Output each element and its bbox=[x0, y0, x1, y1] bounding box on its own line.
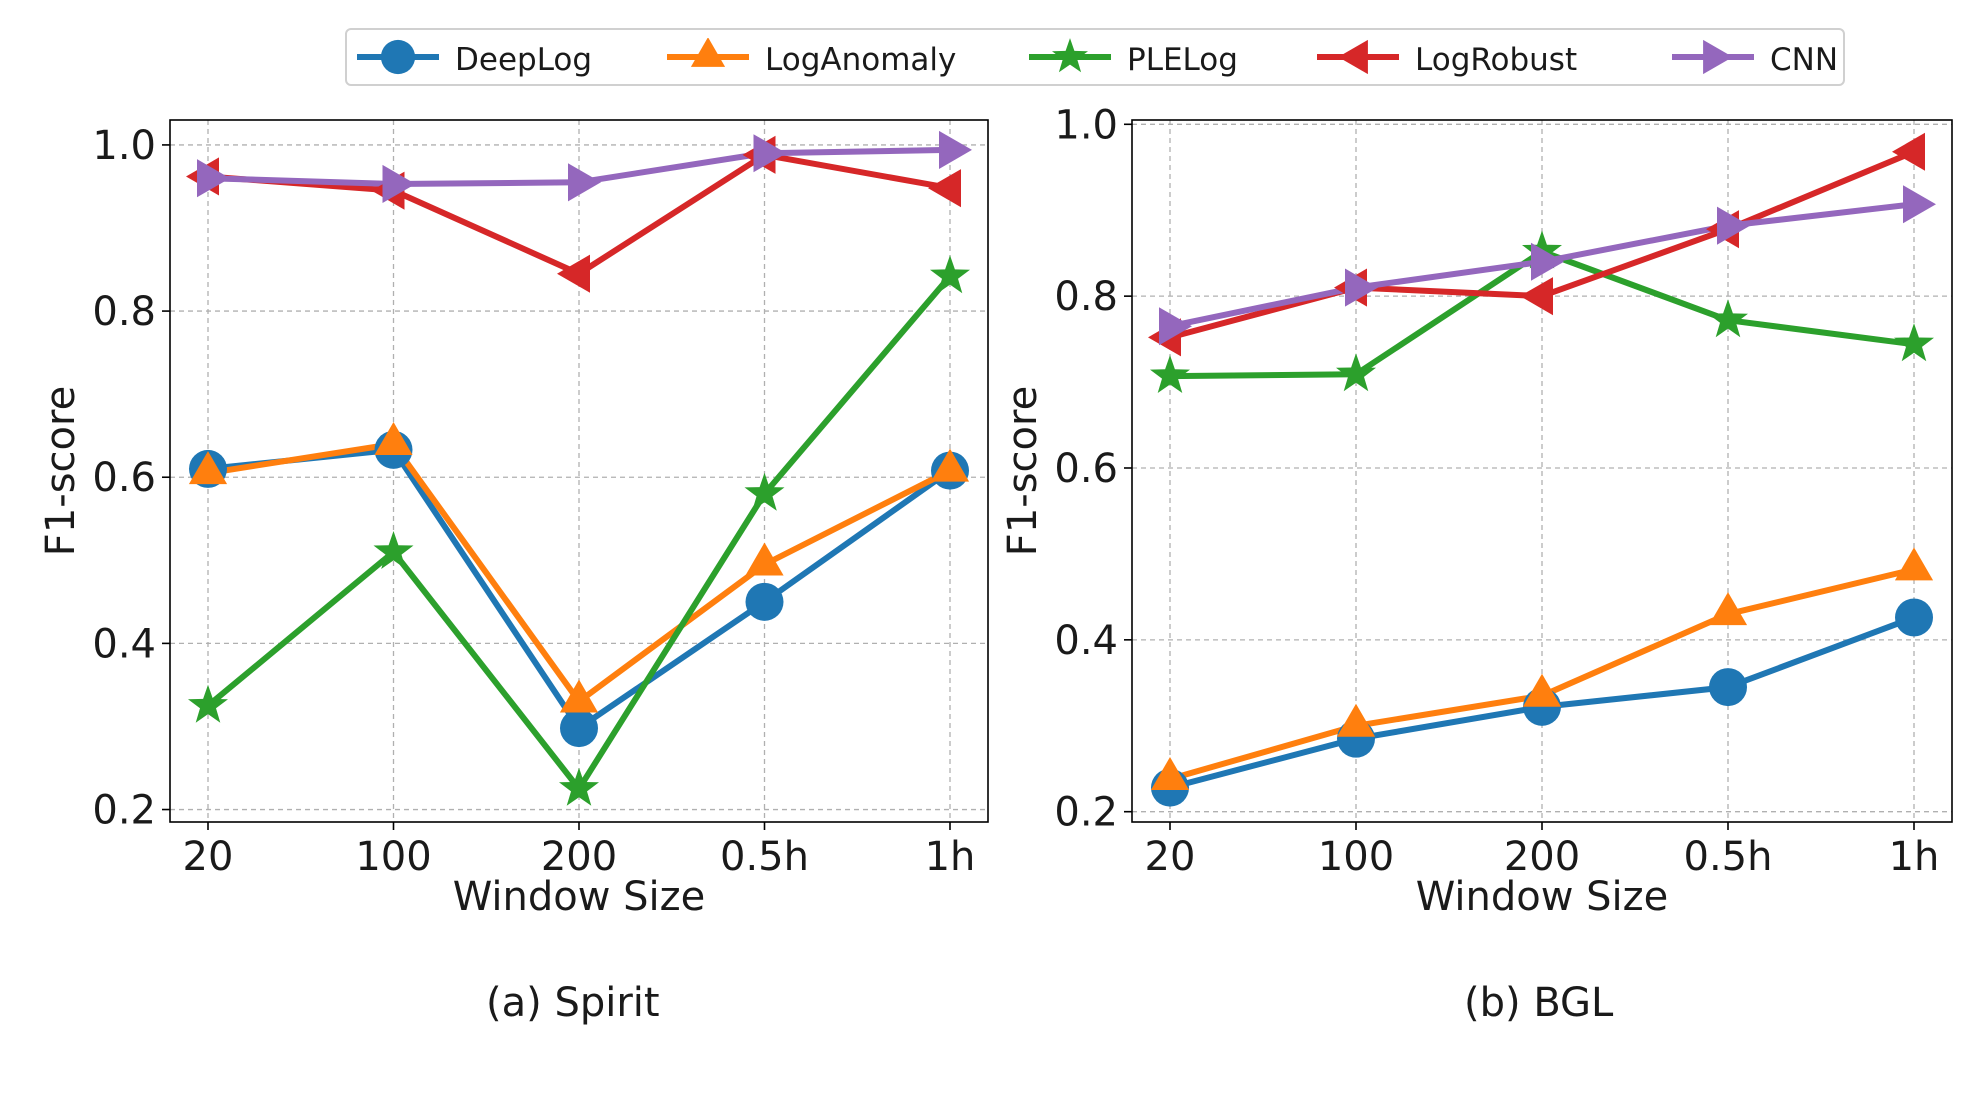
caption-spirit: (a) Spirit bbox=[486, 980, 660, 1026]
point-deeplog bbox=[560, 709, 598, 748]
y-tick-label: 0.6 bbox=[1054, 446, 1118, 492]
y-tick-label: 0.2 bbox=[1054, 790, 1118, 836]
legend: DeepLog LogAnomaly PLELog LogRobust CNN bbox=[345, 28, 1845, 86]
caption-bgl: (b) BGL bbox=[1464, 980, 1614, 1026]
y-tick-label: 0.8 bbox=[92, 289, 156, 335]
point-loganomaly bbox=[1336, 703, 1376, 737]
x-tick-label: 100 bbox=[1318, 834, 1394, 880]
point-plelog bbox=[559, 767, 599, 806]
point-plelog bbox=[188, 684, 228, 723]
point-cnn bbox=[1345, 268, 1378, 307]
x-tick-label: 200 bbox=[541, 834, 617, 880]
legend-swatch-deeplog bbox=[357, 39, 439, 75]
point-loganomaly bbox=[1522, 673, 1562, 707]
panel-spirit: 0.2 0.4 0.6 0.8 1.0 20 100 200 0.5h 1h Window Size… bbox=[38, 119, 989, 920]
legend-marker-cnn bbox=[1703, 39, 1733, 75]
point-deeplog bbox=[1895, 598, 1933, 637]
point-loganomaly bbox=[930, 448, 970, 482]
x-tick-label: 0.5h bbox=[720, 834, 809, 880]
x-tick-label: 200 bbox=[1504, 834, 1580, 880]
legend-marker-loganomaly bbox=[690, 38, 726, 67]
panel-bgl: 0.2 0.4 0.6 0.8 1.0 20 100 200 0.5h 1h Window Size… bbox=[1000, 102, 1953, 920]
legend-swatch-plelog bbox=[1029, 38, 1111, 73]
point-plelog bbox=[930, 255, 970, 294]
legend-swatch-logrobust bbox=[1317, 39, 1399, 75]
x-tick-label: 1h bbox=[1889, 834, 1940, 880]
legend-marker-deeplog bbox=[380, 39, 416, 75]
point-cnn bbox=[753, 134, 787, 173]
point-plelog bbox=[744, 472, 785, 511]
y-axis-label: F1-score bbox=[1000, 386, 1046, 556]
y-tick-label: 0.6 bbox=[92, 455, 156, 501]
point-plelog bbox=[373, 531, 414, 569]
point-loganomaly bbox=[745, 542, 784, 576]
x-axis-label: Window Size bbox=[453, 874, 706, 920]
point-loganomaly bbox=[1708, 592, 1748, 626]
point-plelog bbox=[1708, 299, 1748, 338]
y-axis-label: F1-score bbox=[38, 386, 84, 556]
legend-swatch-loganomaly bbox=[667, 38, 749, 67]
legend-marker-plelog bbox=[1052, 38, 1088, 73]
point-logrobust bbox=[557, 254, 590, 293]
point-loganomaly bbox=[1894, 547, 1934, 581]
point-cnn bbox=[382, 164, 416, 203]
legend-label: DeepLog bbox=[455, 42, 593, 78]
x-tick-label: 20 bbox=[1145, 834, 1196, 880]
y-tick-label: 0.4 bbox=[1054, 618, 1118, 664]
x-tick-label: 1h bbox=[925, 834, 976, 880]
x-tick-label: 0.5h bbox=[1684, 834, 1773, 880]
legend-label: LogRobust bbox=[1415, 42, 1578, 78]
point-plelog bbox=[1894, 323, 1934, 362]
y-tick-label: 0.8 bbox=[1054, 274, 1118, 320]
point-logrobust bbox=[1520, 277, 1553, 316]
point-cnn bbox=[1531, 242, 1564, 281]
legend-marker-logrobust bbox=[1338, 39, 1368, 75]
point-deeplog bbox=[745, 582, 784, 621]
point-logrobust bbox=[1892, 132, 1925, 171]
x-tick-label: 20 bbox=[183, 834, 234, 880]
y-tick-label: 1.0 bbox=[1054, 102, 1118, 148]
x-axis-label: Window Size bbox=[1416, 874, 1669, 920]
point-loganomaly bbox=[188, 451, 228, 485]
y-tick-label: 0.4 bbox=[92, 621, 156, 667]
y-tick-label: 1.0 bbox=[92, 123, 156, 169]
point-loganomaly bbox=[1150, 757, 1190, 790]
point-cnn bbox=[568, 163, 601, 202]
point-cnn bbox=[1903, 185, 1936, 224]
legend-label: PLELog bbox=[1127, 42, 1238, 78]
legend-label: CNN bbox=[1770, 42, 1839, 78]
point-loganomaly bbox=[559, 679, 599, 713]
point-plelog bbox=[1150, 355, 1190, 393]
point-cnn bbox=[1159, 307, 1192, 346]
point-cnn bbox=[197, 159, 230, 198]
point-cnn bbox=[1717, 206, 1750, 245]
x-tick-label: 100 bbox=[355, 834, 431, 880]
point-cnn bbox=[939, 130, 972, 169]
point-loganomaly bbox=[374, 422, 413, 455]
legend-label: LogAnomaly bbox=[765, 42, 957, 78]
legend-swatch-cnn bbox=[1672, 39, 1754, 75]
y-tick-label: 0.2 bbox=[92, 788, 156, 834]
point-plelog bbox=[1336, 353, 1376, 392]
point-deeplog bbox=[1709, 668, 1747, 707]
point-logrobust bbox=[928, 169, 961, 208]
